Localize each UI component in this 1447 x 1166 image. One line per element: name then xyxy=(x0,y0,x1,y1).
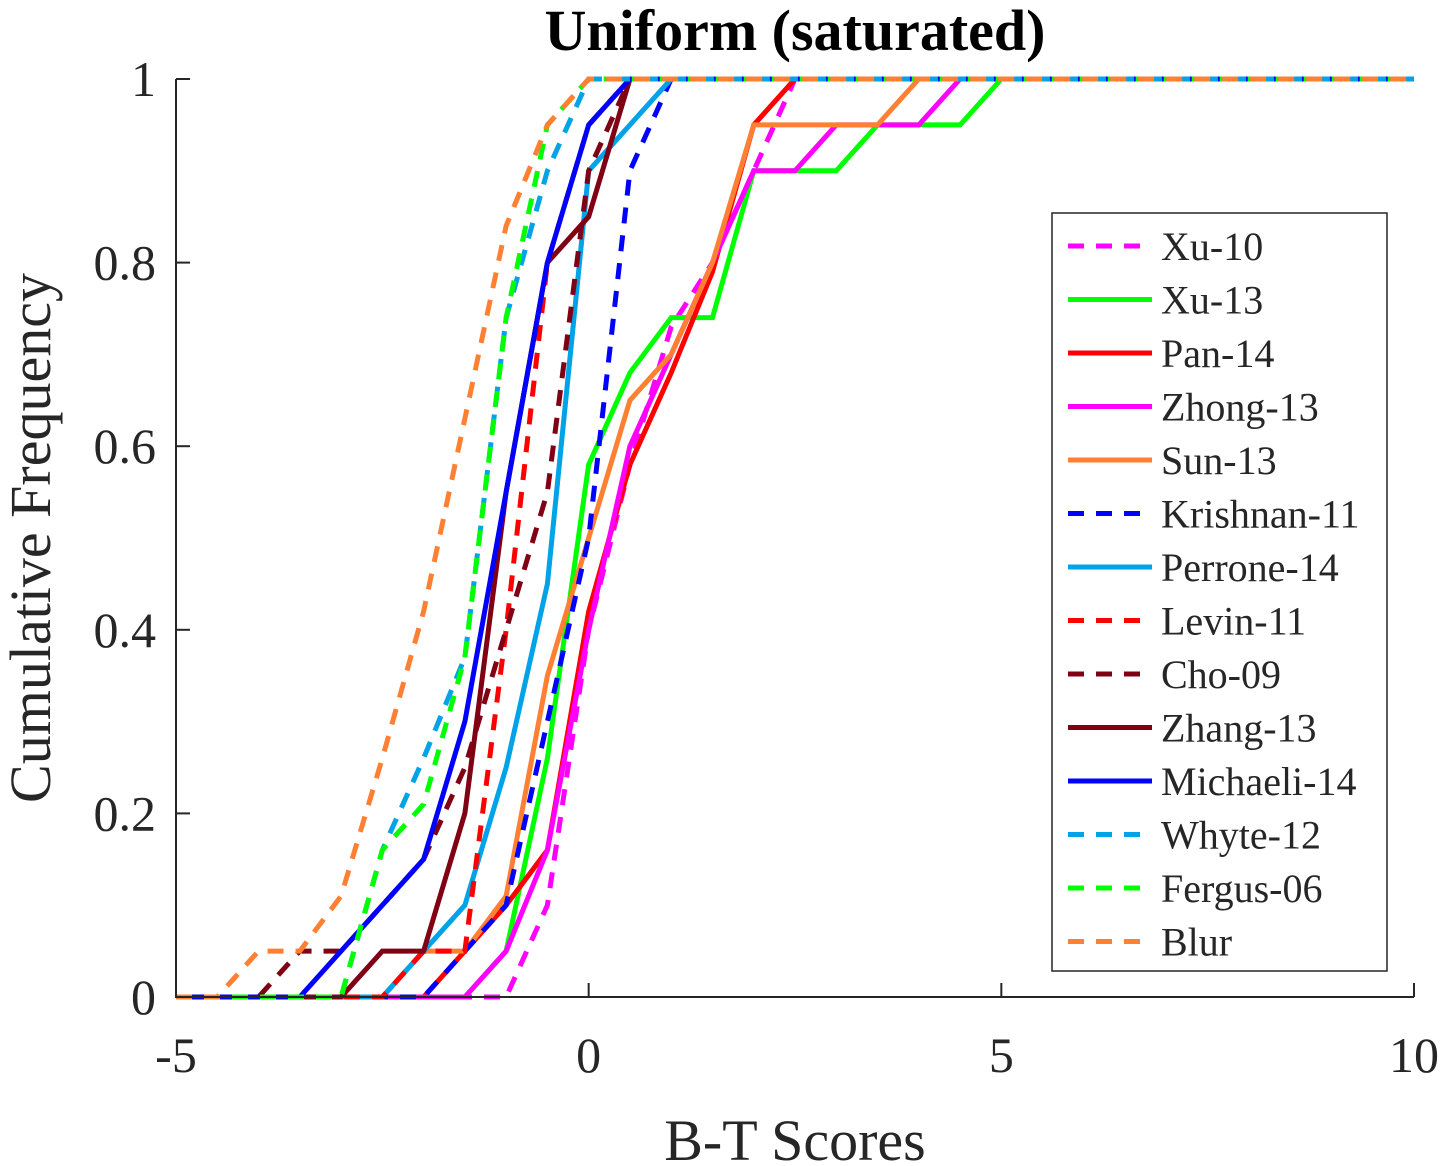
y-tick-label: 0.4 xyxy=(94,602,157,658)
legend-label: Krishnan-11 xyxy=(1161,492,1359,537)
x-tick-label: 0 xyxy=(576,1027,601,1083)
legend-label: Blur xyxy=(1161,920,1232,965)
legend-label: Fergus-06 xyxy=(1161,866,1322,911)
series-line-michaeli-14 xyxy=(176,76,1414,1000)
legend-label: Zhang-13 xyxy=(1161,706,1317,751)
series-line-sun-13 xyxy=(176,76,1414,1000)
legend-label: Xu-13 xyxy=(1161,278,1263,323)
legend: Xu-10 Xu-13 Pan-14 Zhong-13 Sun-13 Krishnan-1… xyxy=(1051,212,1388,972)
legend-label: Perrone-14 xyxy=(1161,545,1339,590)
x-axis-label: B-T Scores xyxy=(664,1108,926,1166)
legend-label: Cho-09 xyxy=(1161,652,1281,697)
series-line-zhang-13 xyxy=(176,76,1414,1000)
y-tick-label: 1 xyxy=(131,51,156,107)
y-axis-label: Cumulative Frequency xyxy=(0,273,63,803)
legend-label: Levin-11 xyxy=(1161,599,1306,644)
legend-label: Pan-14 xyxy=(1161,331,1274,376)
y-tick-label: 0.2 xyxy=(94,785,157,841)
series-line-cho-09 xyxy=(176,76,1414,1000)
x-tick-label: 5 xyxy=(989,1027,1014,1083)
chart-title: Uniform (saturated) xyxy=(545,0,1046,63)
x-tick-label: -5 xyxy=(155,1027,197,1083)
legend-box xyxy=(1051,212,1388,972)
series-lines xyxy=(176,76,1414,1000)
y-tick-label: 0.6 xyxy=(94,418,157,474)
legend-label: Zhong-13 xyxy=(1161,385,1319,430)
series-line-krishnan-11 xyxy=(176,76,1414,1000)
series-line-blur xyxy=(176,76,1414,1000)
x-tick-label: 10 xyxy=(1389,1027,1439,1083)
legend-label: Sun-13 xyxy=(1161,438,1277,483)
legend-label: Xu-10 xyxy=(1161,224,1263,269)
y-tick-label: 0.8 xyxy=(94,235,157,291)
legend-label: Michaeli-14 xyxy=(1161,759,1357,804)
legend-label: Whyte-12 xyxy=(1161,813,1321,858)
y-tick-label: 0 xyxy=(131,969,156,1025)
